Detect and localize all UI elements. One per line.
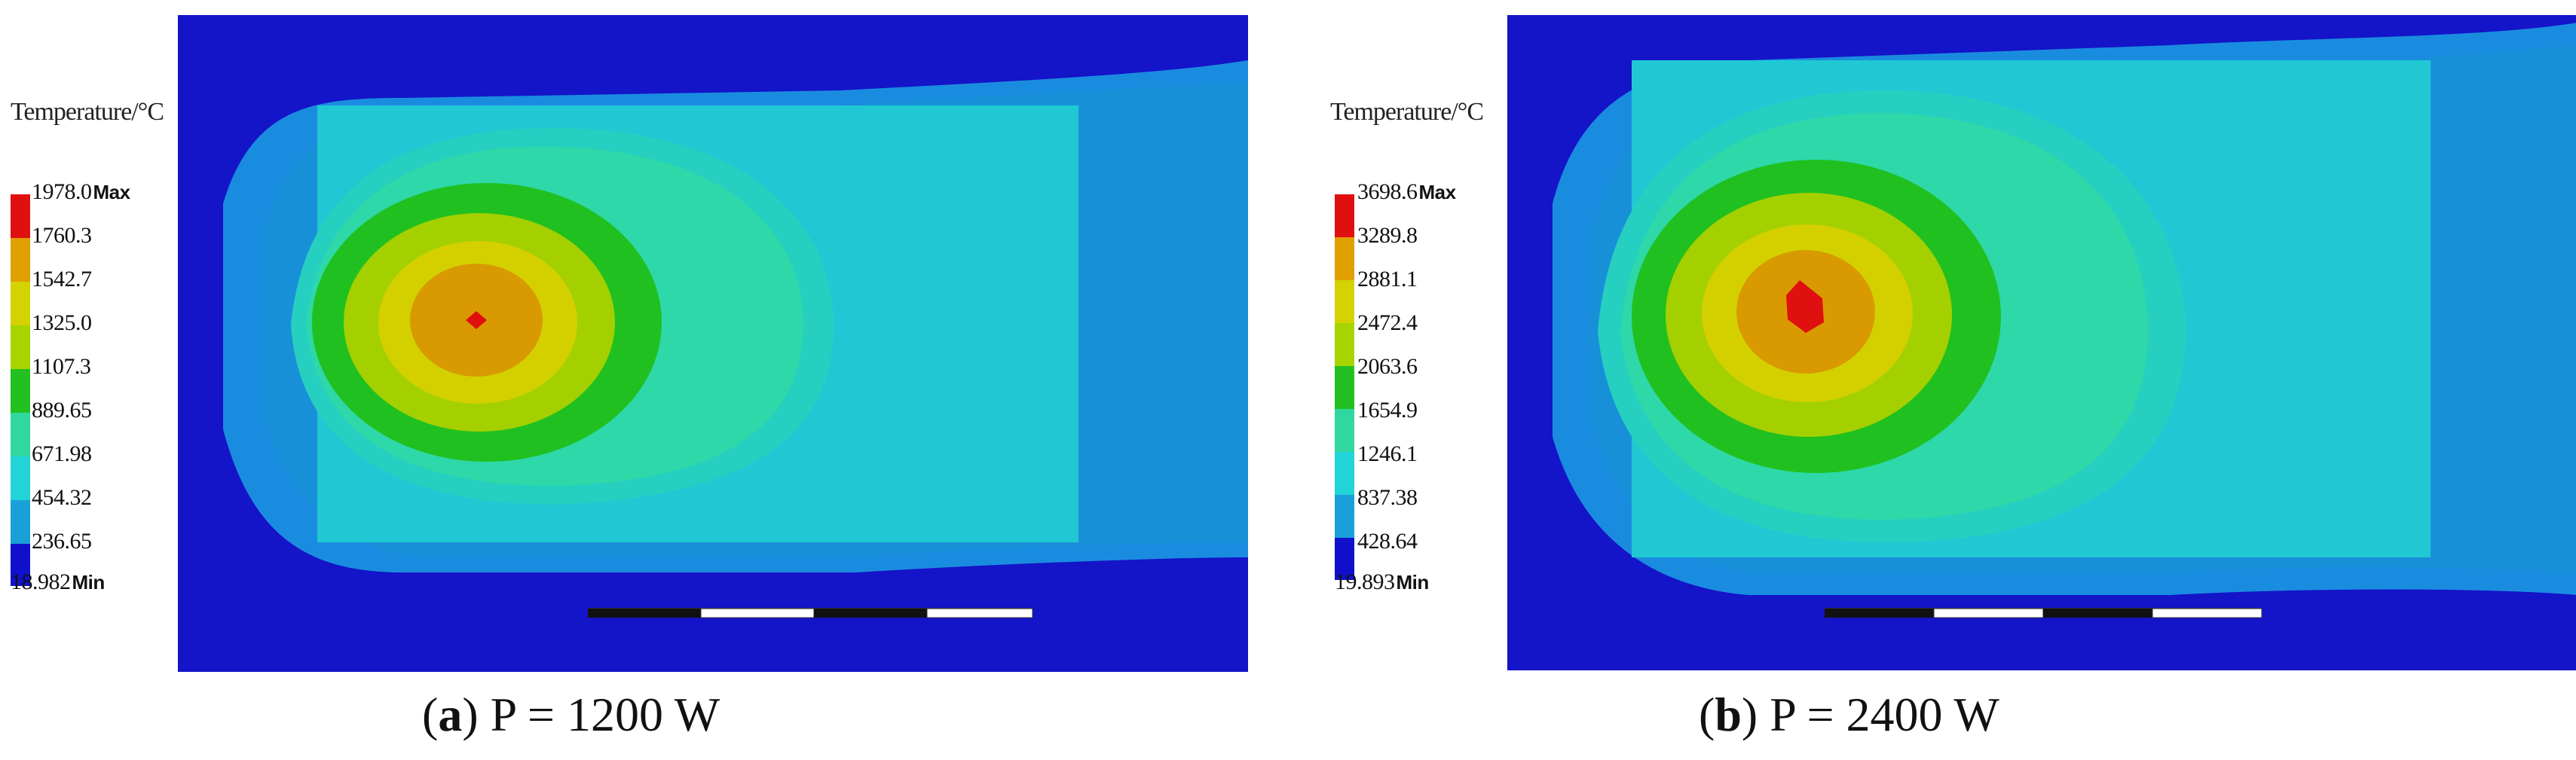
- legend-value: 3289.8: [1357, 223, 1418, 248]
- caption-b: (b) P = 2400 W: [1699, 688, 1999, 741]
- color-swatch-7: [1335, 280, 1354, 323]
- legend-value: 1325.0: [32, 310, 92, 335]
- color-swatch-4: [1335, 409, 1354, 452]
- min-tag: Min: [1396, 571, 1430, 594]
- color-scale-bar: [11, 194, 30, 586]
- color-swatch-4: [11, 413, 30, 456]
- legend-value-max: 1978.0Max: [32, 179, 131, 204]
- legend-value: 1654.9: [1357, 398, 1418, 423]
- temperature-field-a: [178, 15, 1248, 672]
- legend-value: 236.65: [32, 529, 92, 554]
- color-swatch-8: [11, 238, 30, 282]
- min-tag: Min: [72, 571, 106, 594]
- legend-title: Temperature/°C: [11, 98, 164, 126]
- legend-value: 671.98: [32, 441, 92, 466]
- scale-bar-a: [588, 608, 1033, 618]
- color-swatch-2: [1335, 495, 1354, 538]
- legend-value: 837.38: [1357, 485, 1418, 510]
- legend-value: 454.32: [32, 485, 92, 510]
- color-swatch-1: [11, 544, 30, 586]
- color-swatch-8: [1335, 237, 1354, 280]
- legend-value: 1107.3: [32, 354, 91, 379]
- color-scale-bar: [1335, 194, 1354, 580]
- color-swatch-6: [1335, 323, 1354, 366]
- legend-value: 1542.7: [32, 267, 92, 291]
- panel-b: Temperature/°C 3698.6Max 3289.8 2881.1 2…: [1288, 0, 2576, 760]
- caption-a: (a) P = 1200 W: [422, 688, 720, 741]
- color-swatch-6: [11, 325, 30, 369]
- max-tag: Max: [93, 181, 131, 203]
- legend-value: 1246.1: [1357, 441, 1418, 466]
- temperature-field-b: [1507, 15, 2576, 670]
- color-swatch-5: [1335, 366, 1354, 409]
- color-swatch-3: [11, 456, 30, 500]
- legend-value: 2472.4: [1357, 310, 1418, 335]
- legend-value: 428.64: [1357, 529, 1418, 554]
- color-swatch-9: [1335, 194, 1354, 237]
- legend-title: Temperature/°C: [1330, 98, 1484, 126]
- legend-value: 889.65: [32, 398, 92, 423]
- legend-value: 2063.6: [1357, 354, 1418, 379]
- color-swatch-5: [11, 369, 30, 413]
- legend-value-min: 19.893Min: [1335, 569, 1430, 594]
- max-tag: Max: [1418, 181, 1457, 203]
- color-swatch-7: [11, 282, 30, 325]
- panel-a: Temperature/°C 1978.0Max 1760.3 1542.7 1…: [11, 15, 1248, 741]
- legend-value: 1760.3: [32, 223, 92, 248]
- color-swatch-3: [1335, 452, 1354, 495]
- color-swatch-2: [11, 500, 30, 544]
- legend-value-max: 3698.6Max: [1357, 179, 1457, 204]
- legend-value-min: 18.982Min: [11, 569, 106, 594]
- legend-value: 2881.1: [1357, 267, 1418, 291]
- color-swatch-1: [1335, 538, 1354, 580]
- color-swatch-9: [11, 194, 30, 238]
- scale-bar-b: [1825, 608, 2262, 618]
